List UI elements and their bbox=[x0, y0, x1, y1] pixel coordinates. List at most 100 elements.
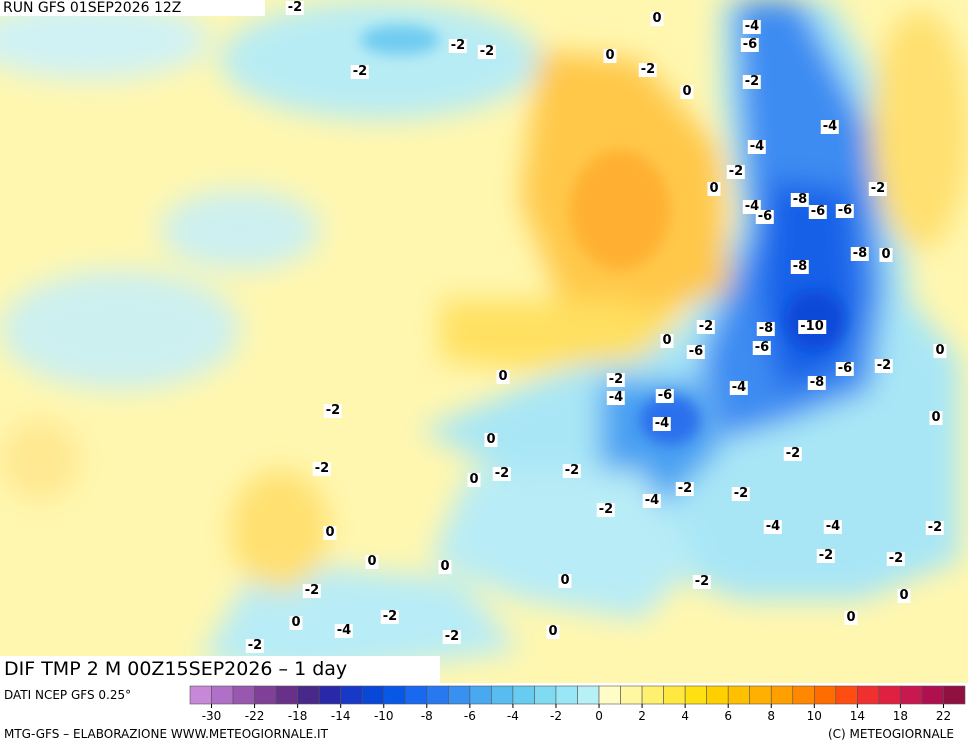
contour-label: 0 bbox=[323, 525, 337, 540]
colorbar-tick-label: -30 bbox=[202, 709, 222, 723]
colorbar-box bbox=[534, 685, 557, 705]
contour-label: -2 bbox=[442, 629, 462, 644]
copyright: (C) METEOGIORNALE bbox=[828, 727, 954, 741]
colorbar-box bbox=[189, 685, 212, 705]
colorbar-box bbox=[814, 685, 837, 705]
contour-label: -2 bbox=[783, 446, 803, 461]
contour-label: -4 bbox=[729, 380, 749, 395]
contour-label: -8 bbox=[807, 375, 827, 390]
colorbar-box bbox=[684, 685, 707, 705]
colorbar-box bbox=[943, 685, 966, 705]
colorbar-box bbox=[598, 685, 621, 705]
contour-label: -2 bbox=[742, 74, 762, 89]
colorbar-tick-label: 2 bbox=[638, 709, 646, 723]
contour-label: 0 bbox=[650, 11, 664, 26]
contour-label: 0 bbox=[897, 588, 911, 603]
contour-label: 0 bbox=[844, 610, 858, 625]
contour-label: -6 bbox=[740, 37, 760, 52]
colorbar-box bbox=[491, 685, 514, 705]
contour-label: 0 bbox=[467, 472, 481, 487]
colorbar-tick-label: -14 bbox=[331, 709, 351, 723]
contour-label: -2 bbox=[696, 319, 716, 334]
colorbar-tick-label: -10 bbox=[374, 709, 394, 723]
contour-label: -2 bbox=[638, 62, 658, 77]
contour-label: -4 bbox=[606, 390, 626, 405]
colorbar-box bbox=[211, 685, 234, 705]
colorbar-box bbox=[878, 685, 901, 705]
contour-label: 0 bbox=[707, 181, 721, 196]
colorbar-box bbox=[404, 685, 428, 705]
colorbar-tick-label: 0 bbox=[595, 709, 603, 723]
contour-label: -2 bbox=[726, 164, 746, 179]
contour-label: -6 bbox=[752, 340, 772, 355]
contour-label: -2 bbox=[731, 486, 751, 501]
contour-label: -2 bbox=[606, 372, 626, 387]
colorbar-box bbox=[512, 685, 535, 705]
colorbar-tick-label: 6 bbox=[724, 709, 732, 723]
contour-label: -8 bbox=[850, 246, 870, 261]
colorbar-tick-label: -18 bbox=[288, 709, 308, 723]
contour-label: -4 bbox=[642, 493, 662, 508]
colorbar-box bbox=[426, 685, 449, 705]
contour-label: 0 bbox=[933, 343, 947, 358]
colorbar-box bbox=[297, 685, 320, 705]
contour-label: -2 bbox=[350, 64, 370, 79]
colorbar-box bbox=[232, 685, 255, 705]
contour-label: -2 bbox=[477, 44, 497, 59]
contour-label: 0 bbox=[484, 432, 498, 447]
colorbar-tick-label: 10 bbox=[807, 709, 822, 723]
contour-label: -2 bbox=[816, 548, 836, 563]
colorbar-box bbox=[900, 685, 923, 705]
colorbar-tick-label: 18 bbox=[893, 709, 908, 723]
contour-label: -2 bbox=[245, 638, 265, 653]
contour-label: -2 bbox=[874, 358, 894, 373]
data-source: DATI NCEP GFS 0.25° bbox=[4, 688, 132, 702]
colorbar-box bbox=[577, 685, 600, 705]
colorbar-tick-label: -22 bbox=[245, 709, 265, 723]
colorbar-box bbox=[792, 685, 815, 705]
contour-label: -8 bbox=[790, 259, 810, 274]
contour-label: -4 bbox=[652, 416, 672, 431]
contour-label: 0 bbox=[496, 369, 510, 384]
contour-label: -6 bbox=[835, 361, 855, 376]
map bbox=[0, 0, 968, 683]
colorbar-tick-label: 22 bbox=[936, 709, 951, 723]
colorbar-box bbox=[727, 685, 751, 705]
colorbar-tick-label: -2 bbox=[550, 709, 562, 723]
contour-label: -2 bbox=[323, 403, 343, 418]
contour-label: -6 bbox=[808, 204, 828, 219]
colorbar-box bbox=[254, 685, 277, 705]
colorbar-box bbox=[770, 685, 794, 705]
colorbar-box bbox=[641, 685, 664, 705]
contour-label: -2 bbox=[596, 502, 616, 517]
colorbar-box bbox=[835, 685, 858, 705]
colorbar-box bbox=[555, 685, 578, 705]
contour-label: -2 bbox=[886, 551, 906, 566]
colorbar-box bbox=[857, 685, 880, 705]
contour-label: -2 bbox=[925, 520, 945, 535]
colorbar-tick-label: 4 bbox=[681, 709, 689, 723]
colorbar-box bbox=[340, 685, 363, 705]
colorbar-box bbox=[706, 685, 729, 705]
contour-label: -8 bbox=[790, 192, 810, 207]
credit: MTG-GFS – ELABORAZIONE WWW.METEOGIORNALE… bbox=[4, 727, 328, 741]
contour-label: -2 bbox=[562, 463, 582, 478]
contour-label: -2 bbox=[868, 181, 888, 196]
colorbar-box bbox=[620, 685, 643, 705]
contour-label: 0 bbox=[365, 554, 379, 569]
colorbar-box bbox=[275, 685, 298, 705]
contour-label: -4 bbox=[820, 119, 840, 134]
colorbar-tick-label: -8 bbox=[421, 709, 433, 723]
colorbar-tick-label: -6 bbox=[464, 709, 476, 723]
colorbar-box bbox=[383, 685, 406, 705]
contour-label: -2 bbox=[675, 481, 695, 496]
contour-label: -6 bbox=[655, 388, 675, 403]
colorbar-tick-label: 8 bbox=[767, 709, 775, 723]
contour-label: -2 bbox=[492, 466, 512, 481]
colorbar-tick-label: -4 bbox=[507, 709, 519, 723]
contour-label: 0 bbox=[558, 573, 572, 588]
contour-label: -6 bbox=[686, 344, 706, 359]
colorbar-box bbox=[663, 685, 686, 705]
contour-label: 0 bbox=[680, 84, 694, 99]
